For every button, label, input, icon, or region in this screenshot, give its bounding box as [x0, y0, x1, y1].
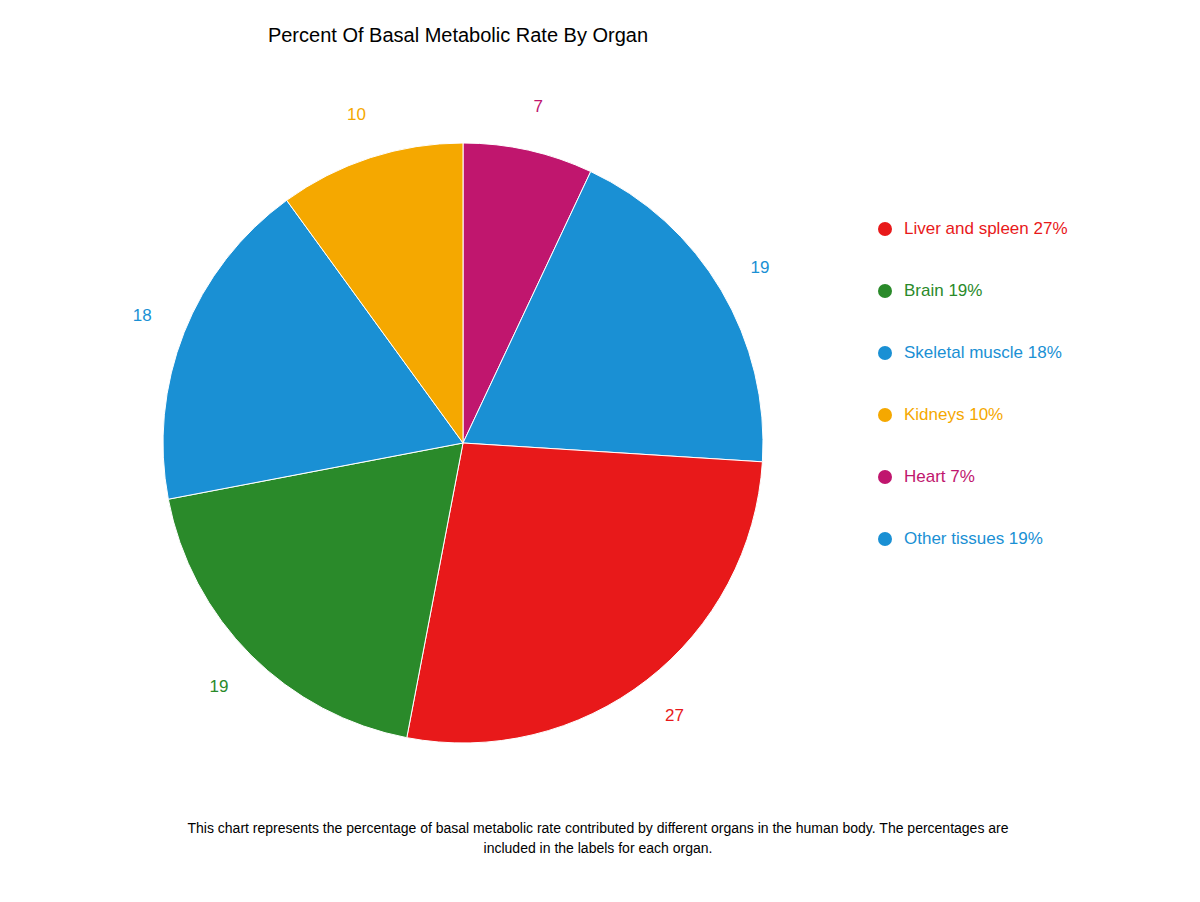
html-text:Other tissues 19%: Other tissues 19% [904, 529, 1043, 548]
html-text:included in the labels for eac: included in the labels for each organ. [483, 840, 713, 856]
html-text:Heart 7%: Heart 7% [904, 467, 975, 486]
svg-text:10: 10 [347, 105, 366, 124]
svg-text:18: 18 [133, 306, 152, 325]
html-text:Skeletal muscle 18%: Skeletal muscle 18% [904, 343, 1062, 362]
svg-text:27: 27 [665, 706, 684, 725]
html-text:Kidneys 10%: Kidneys 10% [904, 405, 1004, 424]
html-text:Brain 19%: Brain 19% [904, 281, 983, 300]
html-text:Liver and spleen 27%: Liver and spleen 27% [904, 219, 1068, 238]
svg-text:7: 7 [534, 97, 543, 116]
html-text:Percent Of Basal Metabolic Rat: Percent Of Basal Metabolic Rate By Organ [267, 24, 649, 46]
html-text:This chart represents the perc: This chart represents the percentage of … [187, 820, 1009, 836]
svg-text:19: 19 [210, 677, 229, 696]
svg-text:19: 19 [750, 258, 769, 277]
